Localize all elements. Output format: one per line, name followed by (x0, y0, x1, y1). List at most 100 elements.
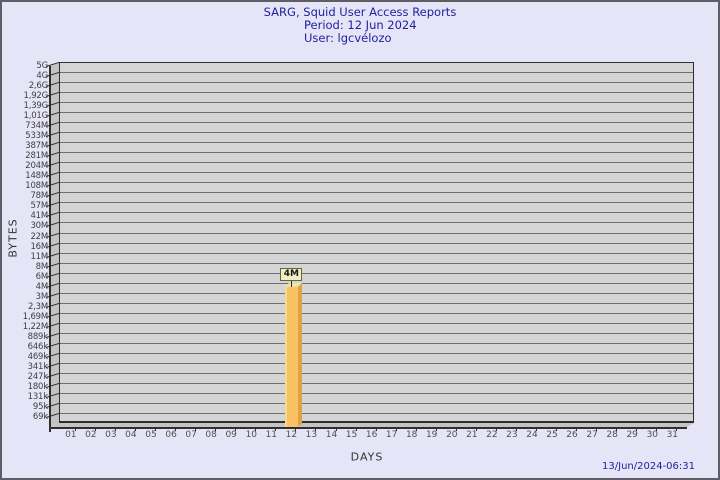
x-tick-label: 01 (65, 430, 77, 440)
x-tick (315, 427, 317, 431)
gridline (60, 362, 693, 364)
x-tick (455, 427, 457, 431)
y-tick-label: 469k (27, 351, 49, 362)
bar-value-tick (291, 280, 293, 287)
y-tick-label: 95k (32, 401, 48, 412)
y-tick-label: 4M (35, 281, 49, 292)
y-tick-label: 11M (30, 251, 48, 262)
y-tick-label: 341k (27, 361, 49, 372)
bar-top-face (284, 282, 303, 287)
y-tick-label: 281M (25, 151, 48, 162)
x-tick (656, 427, 658, 431)
y-tick-label: 734M (25, 121, 48, 132)
x-tick-label: 09 (225, 430, 237, 440)
x-tick-label: 20 (446, 430, 458, 440)
y-tick-label: 148M (25, 171, 48, 182)
x-tick (596, 427, 598, 431)
x-tick-label: 28 (606, 430, 618, 440)
x-tick (475, 427, 477, 431)
gridline (60, 82, 693, 84)
x-tick-label: 27 (586, 430, 598, 440)
y-tick-label: 5G (36, 61, 48, 71)
y-axis-line (49, 66, 51, 432)
x-tick (515, 427, 517, 431)
y-tick-label: 1,39G (23, 101, 48, 112)
x-tick-label: 03 (105, 430, 117, 440)
y-tick-label: 204M (25, 161, 48, 172)
gridline (60, 342, 693, 344)
gridline (60, 132, 693, 134)
x-tick-label: 22 (486, 430, 498, 440)
gridline (60, 382, 693, 384)
bar-value-label: 4M (280, 267, 303, 281)
gridline (60, 292, 693, 294)
y-tick-label: 4G (36, 71, 48, 81)
y-tick-label: 22M (30, 231, 48, 242)
x-tick-label: 18 (405, 430, 418, 440)
x-tick (175, 427, 177, 431)
gridline (60, 332, 693, 334)
y-tick-label: 646k (27, 341, 49, 352)
gridline (60, 172, 693, 174)
x-tick-label: 11 (265, 430, 278, 440)
y-tick-label: 1,22M (22, 321, 48, 332)
x-tick-label: 23 (506, 430, 518, 440)
x-tick (536, 427, 537, 431)
x-tick-label: 05 (145, 430, 157, 440)
x-tick-label: 16 (365, 430, 378, 440)
gridline (60, 262, 693, 264)
x-tick-label: 15 (345, 430, 358, 440)
x-tick (235, 427, 237, 431)
gridline (60, 202, 693, 204)
x-tick (155, 427, 156, 431)
gridline (60, 402, 693, 404)
gridline (60, 152, 693, 154)
chart-user: User: lgcvélozo (304, 31, 392, 45)
y-tick-label: 247k (27, 371, 49, 382)
gridline (60, 242, 693, 244)
y-tick-label: 108M (25, 181, 48, 192)
x-tick (676, 427, 678, 431)
x-tick (195, 427, 197, 431)
y-tick-label: 8M (35, 261, 49, 272)
y-tick-label: 69k (32, 412, 48, 422)
gridline (60, 122, 693, 124)
y-axis-title: BYTES (6, 218, 20, 258)
y-tick-label: 2,6G (28, 81, 49, 92)
y-tick-label: 41M (30, 211, 48, 222)
x-tick (415, 427, 417, 431)
y-tick-label: 78M (30, 191, 48, 202)
y-tick-label: 3M (35, 291, 49, 302)
x-tick-label: 21 (466, 430, 478, 440)
x-tick-label: 31 (666, 430, 679, 440)
x-tick (435, 427, 437, 431)
x-tick-label: 24 (526, 430, 538, 440)
x-tick-label: 30 (646, 430, 659, 440)
gridline (60, 413, 693, 414)
gridline (60, 102, 693, 104)
gridline (60, 72, 693, 73)
gridline (60, 112, 693, 114)
gridline (60, 212, 693, 214)
gridline (60, 142, 693, 144)
x-tick (94, 427, 96, 431)
x-tick (495, 427, 497, 431)
gridline (60, 252, 693, 254)
gridline (60, 322, 693, 324)
x-tick (355, 427, 357, 431)
x-tick-label: 02 (85, 430, 97, 440)
x-tick (616, 427, 618, 431)
x-tick-label: 25 (546, 430, 558, 440)
x-tick (556, 427, 557, 431)
y-tick-label: 131k (27, 391, 49, 402)
x-tick (576, 427, 577, 431)
x-tick-label: 17 (385, 430, 398, 440)
gridline (60, 232, 693, 234)
x-tick-label: 10 (245, 430, 258, 440)
chart-period: Period: 12 Jun 2024 (304, 18, 417, 32)
gridline (60, 192, 693, 194)
y-tick-label: 6M (35, 271, 49, 282)
gridline (60, 372, 693, 374)
gridline (60, 282, 693, 284)
